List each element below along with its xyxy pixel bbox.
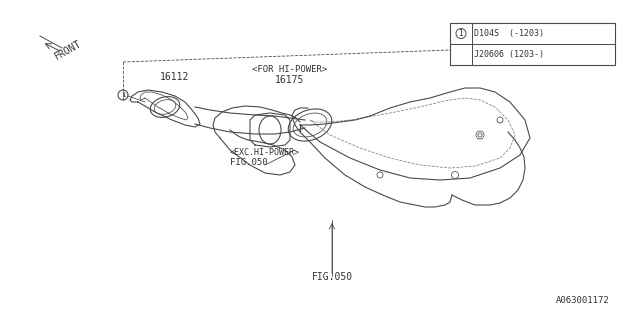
Text: A063001172: A063001172 [556,296,610,305]
Text: FIG.050: FIG.050 [312,272,353,282]
Text: <FOR HI-POWER>: <FOR HI-POWER> [252,65,328,74]
Text: D104S  (-1203): D104S (-1203) [474,29,544,38]
Text: 16175: 16175 [275,75,305,85]
Text: FRONT: FRONT [52,38,83,62]
Text: <EXC.HI-POWER>: <EXC.HI-POWER> [230,148,300,156]
Text: 16112: 16112 [160,72,189,82]
Text: 1: 1 [459,29,463,38]
Text: 1: 1 [121,92,125,98]
FancyBboxPatch shape [450,23,615,65]
Text: J20606 (1203-): J20606 (1203-) [474,50,544,59]
Text: FIG.050: FIG.050 [230,157,268,166]
